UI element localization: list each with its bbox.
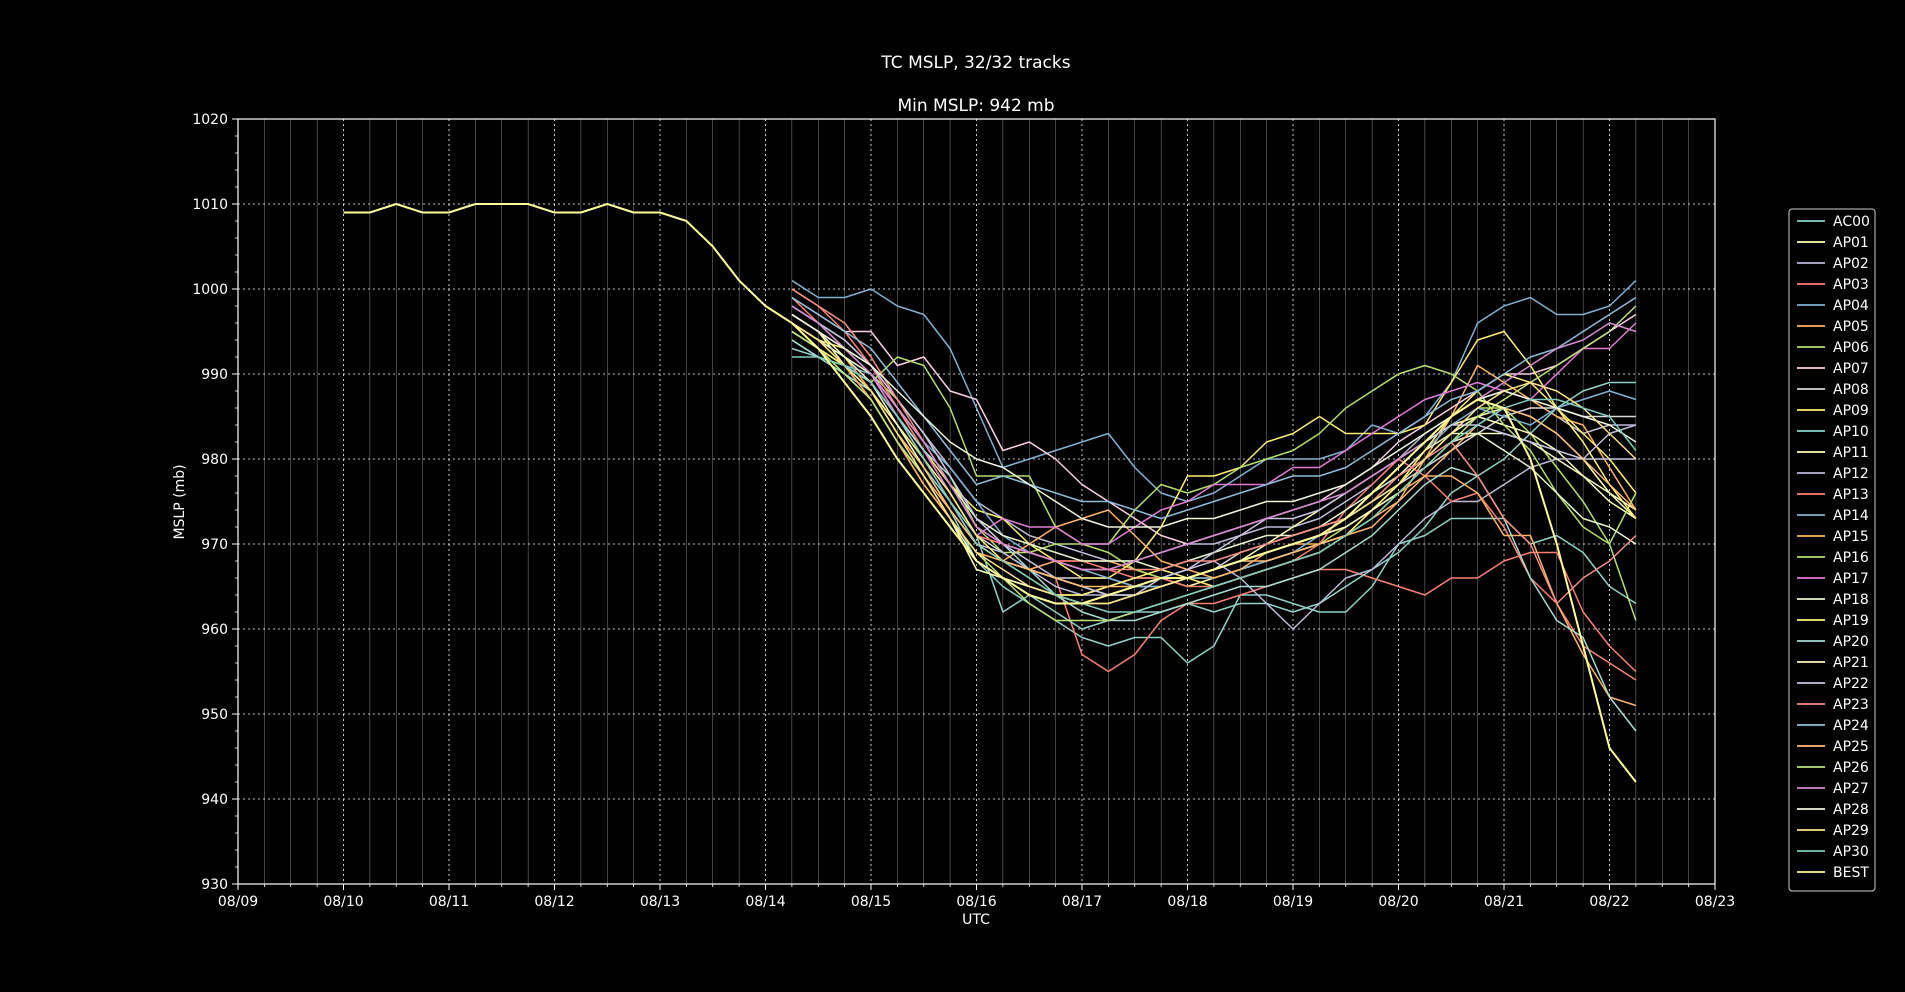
legend-label: AP10 <box>1833 424 1869 440</box>
legend-label: AP19 <box>1833 613 1869 629</box>
y-axis-label: MSLP (mb) <box>172 464 188 539</box>
series-layer <box>343 203 1637 783</box>
legend-label: AP17 <box>1833 571 1869 587</box>
series-line-best <box>343 203 1637 783</box>
legend-label: AP29 <box>1833 823 1869 839</box>
legend-label: AP24 <box>1833 718 1869 734</box>
legend-label: AP08 <box>1833 382 1869 398</box>
chart-subtitle: Min MSLP: 942 mb <box>897 96 1054 116</box>
x-tick-label: 08/20 <box>1378 894 1418 910</box>
y-tick-label: 1020 <box>192 112 228 128</box>
legend-label: AP06 <box>1833 340 1869 356</box>
legend-label: AP16 <box>1833 550 1869 566</box>
legend-label: AP15 <box>1833 529 1869 545</box>
x-tick-label: 08/09 <box>218 894 258 910</box>
x-tick-label: 08/17 <box>1062 894 1102 910</box>
x-tick-label: 08/13 <box>640 894 680 910</box>
x-tick-label: 08/14 <box>745 894 785 910</box>
legend-label: AC00 <box>1833 214 1870 230</box>
legend-label: AP26 <box>1833 760 1869 776</box>
y-tick-label: 1010 <box>192 197 228 213</box>
legend-label: AP03 <box>1833 277 1869 293</box>
x-tick-label: 08/15 <box>851 894 891 910</box>
series-line-ap28 <box>791 313 1637 528</box>
legend-label: AP14 <box>1833 508 1869 524</box>
x-axis-label: UTC <box>962 912 990 928</box>
series-line-ap04 <box>791 279 1637 503</box>
legend-label: AP04 <box>1833 298 1869 314</box>
legend-label: AP02 <box>1833 256 1869 272</box>
legend-label: AP27 <box>1833 781 1869 797</box>
x-tick-label: 08/12 <box>534 894 574 910</box>
y-tick-label: 970 <box>201 537 228 553</box>
legend-label: BEST <box>1833 865 1869 881</box>
legend-label: AP22 <box>1833 676 1869 692</box>
legend-label: AP09 <box>1833 403 1869 419</box>
y-tick-label: 950 <box>201 707 228 723</box>
legend-label: AP12 <box>1833 466 1869 482</box>
legend-label: AP23 <box>1833 697 1869 713</box>
y-tick-label: 960 <box>201 622 228 638</box>
legend-label: AP25 <box>1833 739 1869 755</box>
legend-label: AP07 <box>1833 361 1869 377</box>
grid-lines <box>238 119 1715 884</box>
legend-label: AP18 <box>1833 592 1869 608</box>
x-tick-label: 08/21 <box>1484 894 1524 910</box>
y-tick-label: 990 <box>201 367 228 383</box>
legend-label: AP21 <box>1833 655 1869 671</box>
x-tick-label: 08/10 <box>323 894 363 910</box>
legend-label: AP01 <box>1833 235 1869 251</box>
legend-box <box>1788 208 1876 892</box>
series-line-ap09 <box>791 322 1637 579</box>
series-line-ap15 <box>791 322 1637 707</box>
y-axis: 930 940 950 960 970 980 990 1000 1010 1020 <box>192 112 238 893</box>
series-line-ap27 <box>791 305 1637 571</box>
series-line-ap10 <box>791 347 1636 630</box>
legend-label: AP13 <box>1833 487 1869 503</box>
x-tick-label: 08/23 <box>1695 894 1735 910</box>
x-axis: 08/09 08/10 08/11 08/12 08/13 08/14 08/15 08/16… <box>218 884 1735 910</box>
legend-label: AP30 <box>1833 844 1869 860</box>
y-tick-label: 940 <box>201 792 228 808</box>
series-line-ap30 <box>791 356 1637 613</box>
y-tick-label: 1000 <box>192 282 228 298</box>
y-tick-label: 930 <box>201 877 228 893</box>
x-tick-label: 08/11 <box>429 894 469 910</box>
x-tick-label: 08/19 <box>1273 894 1313 910</box>
x-tick-label: 08/16 <box>956 894 996 910</box>
legend-label: AP28 <box>1833 802 1869 818</box>
legend-label: AP20 <box>1833 634 1869 650</box>
x-tick-label: 08/18 <box>1167 894 1207 910</box>
y-tick-label: 980 <box>201 452 228 468</box>
x-tick-label: 08/22 <box>1589 894 1629 910</box>
chart-title: TC MSLP, 32/32 tracks <box>880 53 1070 73</box>
legend-label: AP05 <box>1833 319 1869 335</box>
legend: AC00 AP01 AP02 AP03 AP04 AP05 AP06 AP07 AP08 AP09… <box>1788 208 1876 892</box>
series-line-ap24 <box>791 296 1637 520</box>
legend-label: AP11 <box>1833 445 1869 461</box>
series-line-ap22 <box>791 305 1636 596</box>
